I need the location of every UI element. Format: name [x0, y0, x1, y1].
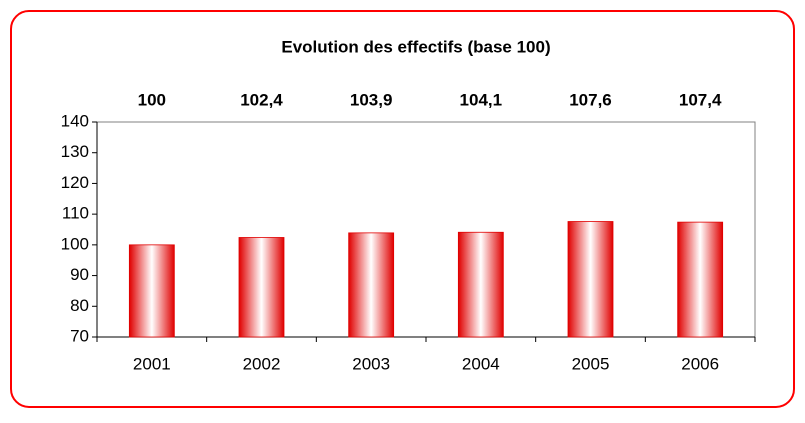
x-tick-label: 2003: [352, 354, 390, 373]
data-label: 107,4: [679, 90, 722, 109]
bar: [677, 221, 724, 338]
plot-area: [96, 121, 756, 338]
y-tick-label: 140: [61, 111, 89, 130]
x-tick-label: 2002: [243, 354, 281, 373]
data-label: 107,6: [569, 90, 612, 109]
y-tick-label: 70: [70, 326, 89, 345]
y-tick-label: 100: [61, 234, 89, 253]
y-tick-label: 110: [62, 204, 89, 223]
x-tick-label: 2005: [572, 354, 610, 373]
bar: [567, 221, 614, 338]
bar: [238, 237, 285, 338]
bar: [457, 231, 504, 338]
x-tick-label: 2001: [133, 354, 171, 373]
bar: [348, 232, 395, 338]
y-tick-label: 80: [70, 296, 89, 315]
y-tick-label: 130: [61, 142, 89, 161]
data-label: 104,1: [460, 90, 503, 109]
data-label: 103,9: [350, 90, 393, 109]
x-tick-label: 2004: [462, 354, 500, 373]
data-label: 100: [138, 90, 166, 109]
x-tick-label: 2006: [681, 354, 719, 373]
chart-title: Evolution des effectifs (base 100): [281, 37, 550, 56]
bar: [128, 244, 175, 338]
y-tick-label: 90: [70, 265, 89, 284]
y-tick-label: 120: [61, 173, 89, 192]
data-label: 102,4: [240, 90, 283, 109]
